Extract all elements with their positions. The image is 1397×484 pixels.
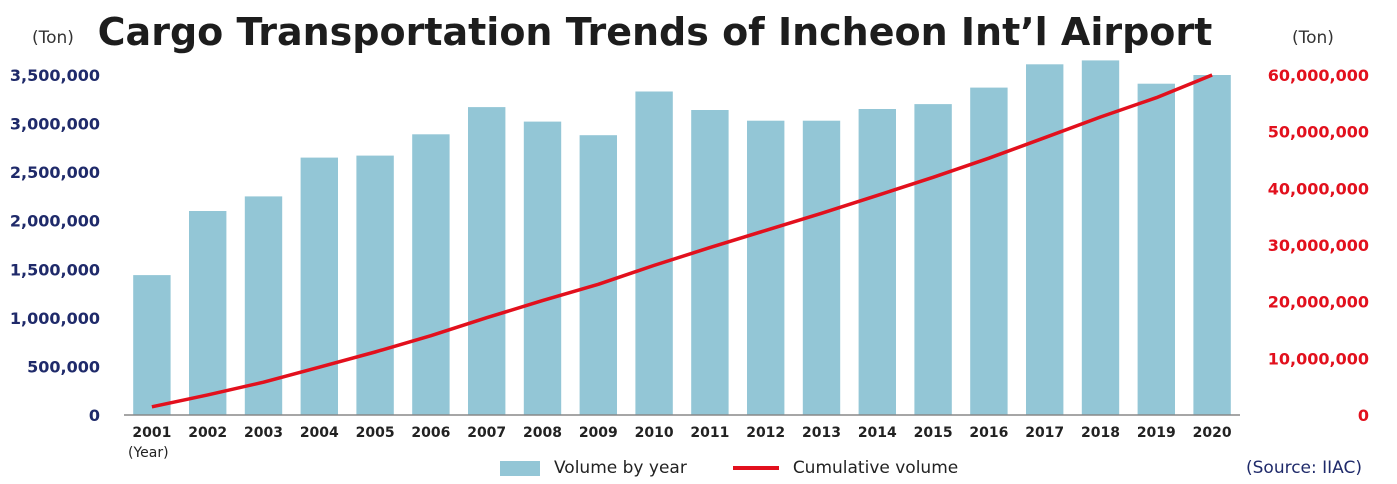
bar-2007	[468, 107, 506, 415]
x-tick-label: 2017	[1025, 425, 1064, 441]
bar-2006	[412, 134, 450, 416]
bar-2010	[635, 91, 673, 415]
bar-2001	[133, 275, 171, 415]
bar-2015	[914, 104, 952, 415]
x-tick-label: 2004	[300, 425, 339, 441]
source-note: (Source: IIAC)	[1246, 458, 1363, 478]
x-tick-label: 2014	[858, 425, 897, 441]
x-tick-label: 2019	[1137, 425, 1176, 441]
bar-2020	[1193, 75, 1231, 415]
left-tick-label: 1,000,000	[10, 309, 100, 328]
x-tick-label: 2005	[356, 425, 395, 441]
left-tick-label: 0	[89, 406, 100, 425]
left-tick-label: 3,500,000	[10, 66, 100, 85]
x-tick-label: 2020	[1193, 425, 1232, 441]
bar-2009	[579, 135, 617, 415]
legend-line-swatch	[732, 466, 779, 470]
bar-2004	[300, 157, 338, 415]
right-tick-label: 20,000,000	[1268, 293, 1369, 312]
bar-2005	[356, 155, 394, 415]
x-tick-label: 2016	[969, 425, 1008, 441]
bar-series	[133, 60, 1231, 416]
x-tick-label: 2018	[1081, 425, 1120, 441]
left-tick-label: 2,500,000	[10, 163, 100, 182]
chart-title: Cargo Transportation Trends of Incheon I…	[97, 10, 1213, 54]
bar-2011	[691, 110, 729, 415]
left-axis-unit: (Ton)	[32, 28, 74, 48]
bar-2014	[858, 109, 896, 415]
x-axis-ticks: 2001 2002 2003 2004 2005 2006 2007 2008 2009 2010…	[132, 425, 1231, 441]
x-tick-label: 2003	[244, 425, 283, 441]
right-tick-label: 30,000,000	[1268, 236, 1369, 255]
left-tick-label: 500,000	[27, 357, 100, 376]
x-tick-label: 2010	[635, 425, 674, 441]
x-tick-label: 2009	[579, 425, 618, 441]
right-axis-unit: (Ton)	[1292, 28, 1334, 48]
left-tick-label: 2,000,000	[10, 212, 100, 231]
bar-2012	[747, 120, 785, 415]
bar-2017	[1026, 64, 1064, 416]
bar-2018	[1081, 60, 1120, 416]
right-axis-ticks: 0 10,000,000 20,000,000 30,000,000 40,000,00…	[1268, 66, 1369, 425]
bar-2019	[1137, 83, 1175, 415]
legend-bar-swatch	[500, 460, 540, 476]
cumulative-line	[151, 73, 1213, 409]
x-tick-label: 2006	[411, 425, 450, 441]
x-tick-label: 2007	[467, 425, 506, 441]
right-tick-label: 60,000,000	[1268, 66, 1369, 85]
x-tick-label: 2001	[132, 425, 171, 441]
right-tick-label: 40,000,000	[1268, 179, 1369, 198]
right-tick-label: 50,000,000	[1268, 123, 1369, 142]
legend-bar-label: Volume by year	[554, 458, 687, 478]
x-tick-label: 2015	[914, 425, 953, 441]
x-axis-unit: (Year)	[128, 445, 169, 461]
bar-2002	[189, 211, 227, 415]
legend: Volume by year Cumulative volume	[500, 458, 958, 478]
legend-line-label: Cumulative volume	[792, 458, 959, 478]
left-tick-label: 1,500,000	[10, 260, 100, 279]
x-tick-label: 2008	[523, 425, 562, 441]
x-tick-label: 2012	[746, 425, 785, 441]
left-tick-label: 3,000,000	[10, 115, 100, 134]
x-tick-label: 2002	[188, 425, 227, 441]
bar-2008	[523, 121, 562, 415]
left-axis-ticks: 0 500,000 1,000,000 1,500,000 2,000,000 2,500…	[10, 66, 100, 425]
right-tick-label: 10,000,000	[1268, 349, 1369, 368]
x-tick-label: 2011	[690, 425, 729, 441]
bar-2013	[802, 120, 841, 415]
x-tick-label: 2013	[802, 425, 841, 441]
bar-2016	[970, 87, 1008, 415]
right-tick-label: 0	[1358, 406, 1369, 425]
